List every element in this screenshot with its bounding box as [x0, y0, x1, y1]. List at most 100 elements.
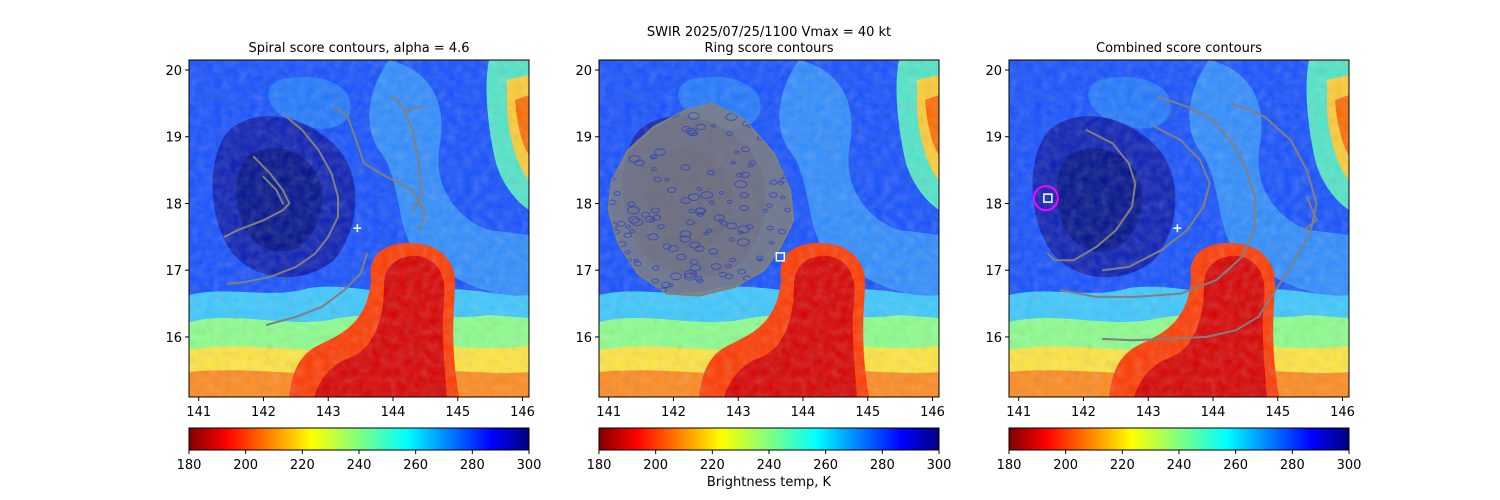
ring-contour-blob: [650, 167, 657, 172]
score-contour-4: [265, 252, 369, 326]
colorbar: 180 200 220 240 260 280 300: [177, 427, 541, 473]
ring-contour-blob: [691, 132, 697, 137]
ring-contour-blob: [625, 224, 631, 229]
ring-contour-blob: [729, 257, 736, 263]
ring-contour-blob: [713, 214, 725, 222]
plot-area: [1009, 60, 1349, 397]
score-contour-6: [392, 95, 424, 111]
score-contour-1: [1046, 129, 1137, 262]
ring-contour-blob: [739, 192, 749, 199]
x-tick-label: 141: [596, 405, 621, 420]
ring-contour-blob: [628, 216, 640, 224]
ring-contour-blob: [689, 259, 699, 265]
y-tick-label: 19: [575, 131, 592, 146]
ring-contour-blob: [739, 204, 749, 212]
ring-contour-blob: [650, 207, 660, 214]
ring-contour-blob: [700, 191, 714, 200]
axes-frame: [1008, 59, 1350, 398]
colorbar-tick-label: 300: [1337, 458, 1362, 473]
y-tick-label: 17: [165, 264, 182, 279]
ring-contour-blob: [777, 228, 787, 235]
x-tick-label: 145: [1265, 405, 1290, 420]
x-tick-label: 144: [381, 405, 406, 420]
ring-contour-blob: [651, 265, 660, 271]
ring-contour-blob: [687, 112, 700, 120]
figure-suptitle: SWIR 2025/07/25/1100 Vmax = 40 kt: [647, 25, 891, 40]
ring-contour-blob: [649, 218, 655, 222]
y-tick-label: 18: [575, 197, 592, 212]
ring-contour-blob: [734, 180, 748, 189]
ring-contour-blob: [695, 123, 707, 131]
ring-contour-blob: [706, 170, 715, 176]
colorbar-tick-label: 280: [460, 458, 485, 473]
ring-contour-blob: [668, 283, 674, 288]
y-tick-label: 18: [985, 197, 1002, 212]
x-tick-label: 142: [661, 405, 686, 420]
ring-contour-blob: [629, 229, 635, 234]
y-tick-label: 20: [575, 64, 592, 79]
ring-contour-blob: [741, 146, 751, 153]
ring-contour-blob: [613, 191, 621, 196]
ring-contour-blob: [627, 206, 640, 215]
ring-contour-blob: [766, 225, 774, 231]
ring-contour-blob: [666, 186, 677, 194]
ring-contour-blob: [749, 160, 757, 166]
colorbar: 180 200 220 240 260 280 300: [997, 427, 1362, 473]
ring-contour-blob: [706, 228, 713, 233]
ring-contour-blob: [725, 113, 738, 121]
ring-contour-blob: [647, 233, 659, 241]
x-tick-label: 145: [445, 405, 470, 420]
ring-contour-blob: [653, 176, 662, 183]
ring-contour-blob: [640, 211, 651, 218]
colorbar-tick-label: 280: [870, 458, 895, 473]
ring-contour-blob: [717, 219, 724, 223]
ring-contour-blob: [623, 232, 632, 238]
colorbar-gradient: [188, 427, 530, 451]
ring-contour-blob: [728, 237, 735, 242]
center-marker-square: [775, 252, 786, 262]
ring-contour-blob: [724, 263, 732, 268]
ring-contour-blob: [651, 278, 660, 284]
ring-contour-blob: [616, 220, 626, 227]
x-tick-label: 143: [726, 405, 751, 420]
score-contour-2: [1101, 125, 1211, 272]
ring-contour-blob: [740, 171, 750, 178]
ring-contour-blob: [737, 268, 746, 275]
colorbar-tick-label: 220: [290, 458, 315, 473]
center-marker-plus: [1173, 224, 1182, 233]
panel-title: Spiral score contours, alpha = 4.6: [248, 41, 469, 56]
ring-contour-blob: [669, 272, 682, 281]
ring-contour-blob: [630, 218, 644, 227]
ring-contour-blob: [633, 261, 642, 267]
colorbar-tick-label: 280: [1280, 458, 1305, 473]
y-tick-label: 17: [985, 264, 1002, 279]
colorbar-gradient: [598, 427, 940, 451]
colorbar-gradient: [1008, 427, 1350, 451]
ring-contour-blob: [680, 164, 691, 171]
ring-contour-blob: [777, 180, 785, 185]
plot-area: [189, 60, 529, 397]
axes-frame: [188, 59, 530, 398]
score-contour-4: [1101, 102, 1318, 342]
y-tick-label: 19: [165, 131, 182, 146]
ring-contour-blob: [627, 201, 636, 207]
ring-contour-blob: [661, 281, 672, 289]
ring-contour-blob: [755, 255, 764, 261]
ring-contour-blob: [708, 200, 715, 205]
ring-contour-blob: [664, 177, 670, 182]
panel-3: Combined score contours 141 142 143 144 145 14…: [985, 41, 1361, 473]
score-contour-5: [333, 105, 427, 232]
ring-contour-blob: [780, 195, 786, 200]
ring-contour-blob: [762, 208, 769, 213]
ring-contour-blob: [688, 208, 696, 214]
center-marker-plus: [353, 224, 362, 233]
ring-contour-blob: [662, 243, 672, 250]
x-tick-label: 145: [855, 405, 880, 420]
y-tick-label: 18: [165, 197, 182, 212]
colorbar-tick-label: 240: [347, 458, 372, 473]
colorbar-tick-label: 260: [403, 458, 428, 473]
x-tick-label: 144: [1201, 405, 1226, 420]
ring-contour-blob: [736, 172, 744, 178]
ring-contour-blob: [710, 123, 717, 128]
colorbar-tick-label: 220: [1110, 458, 1135, 473]
